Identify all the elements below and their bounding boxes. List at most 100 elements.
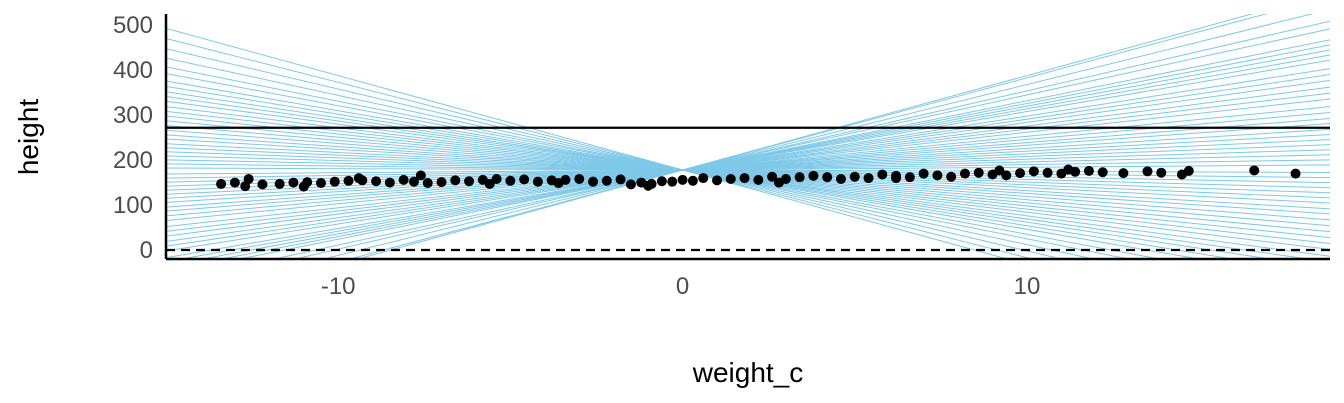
- prior-line-17: [166, 112, 1330, 217]
- prior-line-19: [166, 123, 1330, 208]
- data-point-7: [315, 178, 326, 189]
- data-point-67: [1118, 168, 1129, 179]
- prior-line-50: [166, 57, 1101, 260]
- data-point-30: [625, 179, 636, 190]
- x-tick-labels: -10 0 10: [321, 273, 1040, 300]
- data-point-37: [698, 173, 709, 184]
- data-point-56: [959, 168, 970, 179]
- data-point-73: [1290, 168, 1301, 179]
- prior-line-15: [166, 98, 1330, 228]
- data-point-61: [1028, 166, 1039, 177]
- data-point-68: [1142, 166, 1153, 177]
- data-point-1: [229, 177, 240, 188]
- prior-line-52: [166, 38, 1039, 260]
- x-axis-title: weight_c: [692, 357, 804, 388]
- data-point-59: [1001, 170, 1012, 181]
- prior-line-8: [172, 54, 1330, 260]
- data-point-54: [932, 170, 943, 181]
- data-point-27: [588, 176, 599, 187]
- data-point-71: [1183, 165, 1194, 176]
- data-point-49: [863, 173, 874, 184]
- data-point-76: [353, 173, 364, 184]
- data-point-60: [1015, 168, 1026, 179]
- data-point-9: [343, 175, 354, 186]
- data-point-44: [794, 172, 805, 183]
- y-tick-label-2: 200: [113, 147, 153, 174]
- data-point-77: [415, 170, 426, 181]
- x-tick-label-1: 0: [676, 273, 689, 300]
- data-point-15: [422, 178, 433, 189]
- reference-lines: [166, 126, 1330, 252]
- data-point-3: [257, 179, 268, 190]
- prior-line-22: [166, 139, 1330, 195]
- data-point-23: [532, 176, 543, 187]
- y-tick-label-0: 0: [140, 237, 153, 264]
- data-point-36: [687, 175, 698, 186]
- data-point-46: [822, 172, 833, 183]
- y-tick-label-5: 500: [113, 12, 153, 39]
- prior-line-13: [166, 86, 1330, 237]
- y-tick-label-3: 300: [113, 102, 153, 129]
- data-point-8: [329, 176, 340, 187]
- data-point-14: [408, 176, 419, 187]
- data-point-66: [1097, 167, 1108, 178]
- prior-line-48: [166, 73, 1168, 260]
- data-point-39: [725, 173, 736, 184]
- prior-lines: [166, 14, 1330, 260]
- y-tick-label-4: 400: [113, 57, 153, 84]
- prior-line-28: [166, 167, 1330, 174]
- prior-line-5: [232, 39, 1330, 260]
- prior-line-1: [344, 14, 1268, 260]
- data-point-4: [274, 178, 285, 189]
- data-point-47: [835, 173, 846, 184]
- data-point-17: [450, 175, 461, 186]
- prior-line-20: [166, 128, 1330, 203]
- prior-line-32: [166, 151, 1330, 194]
- prior-line-18: [166, 117, 1330, 212]
- data-point-21: [505, 175, 516, 186]
- data-point-16: [436, 177, 447, 188]
- prior-line-21: [166, 133, 1330, 199]
- prior-line-49: [166, 66, 1136, 260]
- data-point-69: [1156, 167, 1167, 178]
- prior-line-10: [166, 68, 1330, 252]
- data-points: [216, 164, 1301, 192]
- data-point-33: [656, 176, 667, 187]
- data-point-40: [739, 173, 750, 184]
- data-point-13: [398, 174, 409, 185]
- x-tick-label-2: 10: [1014, 273, 1041, 300]
- data-point-57: [973, 167, 984, 178]
- data-point-35: [677, 174, 688, 185]
- data-point-53: [918, 168, 929, 179]
- data-point-45: [808, 170, 819, 181]
- data-point-20: [491, 173, 502, 184]
- prior-line-11: [166, 73, 1330, 247]
- data-point-82: [891, 173, 902, 184]
- data-point-0: [216, 178, 227, 189]
- prior-line-29: [166, 163, 1330, 179]
- prior-line-4: [267, 28, 1330, 260]
- x-tick-label-0: -10: [321, 273, 356, 300]
- data-point-80: [643, 180, 654, 191]
- data-point-29: [615, 174, 626, 185]
- data-point-72: [1249, 165, 1260, 176]
- data-point-28: [601, 175, 612, 186]
- prior-line-16: [166, 106, 1330, 222]
- data-point-81: [773, 177, 784, 188]
- prior-line-6: [214, 44, 1330, 260]
- data-point-75: [298, 181, 309, 192]
- data-point-65: [1083, 165, 1094, 176]
- prior-line-36: [166, 134, 1330, 215]
- data-point-83: [994, 165, 1005, 176]
- data-point-52: [904, 172, 915, 183]
- prior-line-34: [166, 143, 1330, 204]
- data-point-12: [384, 177, 395, 188]
- data-point-50: [877, 169, 888, 180]
- data-point-18: [464, 176, 475, 187]
- prior-line-7: [194, 49, 1330, 260]
- data-point-78: [484, 178, 495, 189]
- y-tick-labels: 0 100 200 300 400 500: [113, 12, 153, 264]
- data-point-79: [553, 178, 564, 189]
- prior-line-53: [166, 27, 1013, 260]
